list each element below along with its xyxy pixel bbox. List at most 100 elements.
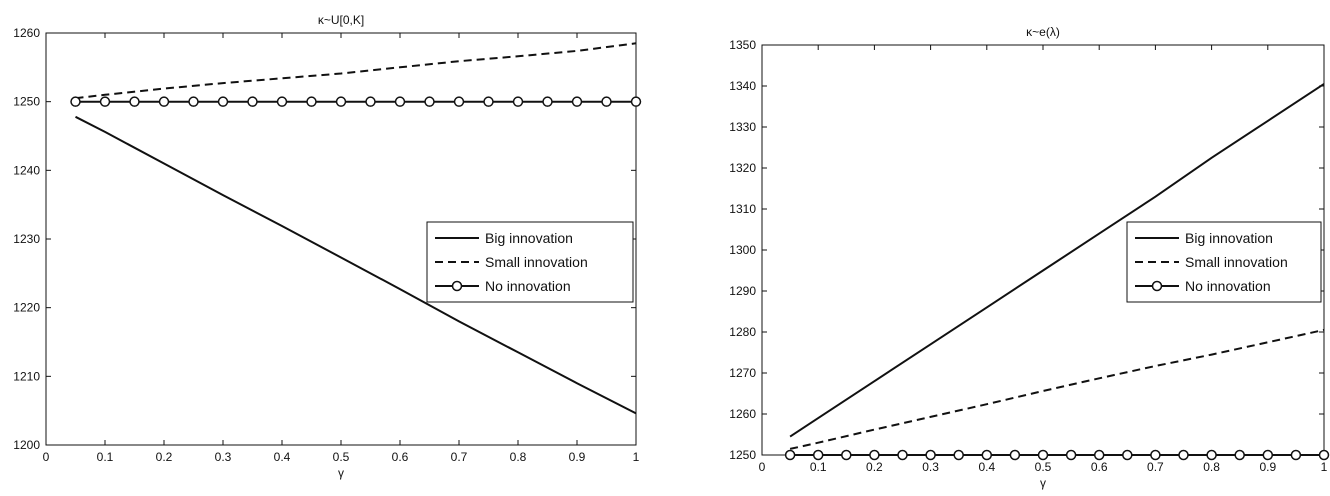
data-point bbox=[365, 96, 376, 107]
data-point bbox=[512, 96, 524, 107]
y-tick-label: 1250 bbox=[729, 448, 756, 462]
x-tick-label: 0.7 bbox=[451, 450, 468, 464]
legend-marker bbox=[1151, 280, 1163, 292]
x-tick-label: 0.5 bbox=[333, 450, 350, 464]
legend-marker bbox=[451, 280, 463, 292]
series-line-big-innovation bbox=[789, 83, 1325, 438]
series-line-small-innovation bbox=[75, 42, 637, 100]
data-point bbox=[453, 96, 465, 107]
legend-label: Big innovation bbox=[485, 230, 573, 246]
y-tick-label: 1200 bbox=[13, 438, 40, 452]
legend-label: Small innovation bbox=[485, 254, 588, 270]
data-point bbox=[129, 96, 140, 107]
y-tick-label: 1230 bbox=[13, 232, 40, 246]
series-line-small-innovation bbox=[789, 328, 1325, 450]
data-point bbox=[953, 449, 964, 461]
data-point bbox=[812, 449, 824, 461]
chart-1: κ~U[0,K] 0 0.1 0.2 0.3 0.4 0.5 0.6 0.7 0.8 0.9 1 120… bbox=[13, 13, 642, 480]
data-point bbox=[424, 96, 435, 107]
data-point bbox=[1122, 449, 1133, 461]
y-tick-label: 1330 bbox=[729, 120, 756, 134]
x-tick-label: 1 bbox=[633, 450, 640, 464]
y-tick-label: 1270 bbox=[729, 366, 756, 380]
y-tick-label: 1320 bbox=[729, 161, 756, 175]
data-point bbox=[483, 96, 494, 107]
x-tick-label: 0.9 bbox=[569, 450, 586, 464]
data-point bbox=[1150, 449, 1161, 461]
data-point bbox=[217, 96, 229, 107]
data-point bbox=[1234, 449, 1245, 461]
x-tick-label: 0.6 bbox=[392, 450, 409, 464]
legend-label: Small innovation bbox=[1185, 254, 1288, 270]
y-tick-label: 1280 bbox=[729, 325, 756, 339]
data-point bbox=[1037, 449, 1049, 461]
data-point bbox=[306, 96, 317, 107]
data-point bbox=[247, 96, 258, 107]
x-tick-label: 0.4 bbox=[978, 460, 995, 474]
data-point bbox=[1178, 449, 1189, 461]
data-point bbox=[1290, 449, 1302, 461]
y-tick-label: 1260 bbox=[13, 26, 40, 40]
data-point bbox=[70, 96, 81, 107]
x-axis-label: γ bbox=[1040, 476, 1046, 490]
legend-label: No innovation bbox=[1185, 278, 1271, 294]
legend-label: Big innovation bbox=[1185, 230, 1273, 246]
data-point bbox=[1206, 449, 1217, 461]
y-tick-label: 1220 bbox=[13, 301, 40, 315]
x-tick-label: 0 bbox=[43, 450, 50, 464]
x-tick-label: 0.3 bbox=[215, 450, 232, 464]
y-tick-label: 1310 bbox=[729, 202, 756, 216]
y-tick-label: 1260 bbox=[729, 407, 756, 421]
x-tick-label: 0.8 bbox=[1203, 460, 1220, 474]
legend-label: No innovation bbox=[485, 278, 571, 294]
x-tick-label: 0.5 bbox=[1035, 460, 1052, 474]
y-tick-label: 1350 bbox=[729, 38, 756, 52]
x-tick-label: 0.8 bbox=[510, 450, 527, 464]
y-tick-label: 1210 bbox=[13, 369, 40, 383]
legend: Big innovation Small innovation No innovat… bbox=[426, 221, 634, 303]
x-tick-label: 1 bbox=[1321, 460, 1328, 474]
x-tick-label: 0.9 bbox=[1259, 460, 1276, 474]
data-point bbox=[1262, 449, 1274, 461]
data-point bbox=[158, 96, 170, 107]
data-point bbox=[1009, 449, 1021, 461]
data-point bbox=[981, 449, 993, 461]
x-tick-label: 0.4 bbox=[274, 450, 291, 464]
chart-2: κ~e(λ) 0 0.1 0.2 0.3 0.4 0.5 0.6 0.7 0.8 0.9 1 1250 1… bbox=[729, 25, 1330, 490]
series-line-big-innovation bbox=[75, 115, 637, 415]
x-tick-label: 0 bbox=[759, 460, 766, 474]
x-tick-label: 0.1 bbox=[97, 450, 114, 464]
y-tick-label: 1290 bbox=[729, 284, 756, 298]
y-tick-label: 1240 bbox=[13, 163, 40, 177]
data-point bbox=[925, 449, 936, 461]
data-point bbox=[869, 449, 880, 461]
x-tick-label: 0.7 bbox=[1147, 460, 1164, 474]
data-point bbox=[394, 96, 406, 107]
x-tick-label: 0.6 bbox=[1091, 460, 1108, 474]
data-point bbox=[571, 96, 583, 107]
y-tick-label: 1340 bbox=[729, 79, 756, 93]
data-point bbox=[601, 96, 612, 107]
x-axis-label: γ bbox=[338, 466, 344, 480]
chart-title: κ~U[0,K] bbox=[318, 13, 364, 27]
data-point bbox=[1093, 449, 1105, 461]
data-point bbox=[1318, 449, 1330, 461]
data-point bbox=[276, 96, 288, 107]
chart-title: κ~e(λ) bbox=[1026, 25, 1060, 39]
data-point bbox=[841, 449, 852, 461]
x-tick-label: 0.3 bbox=[922, 460, 939, 474]
y-tick-label: 1250 bbox=[13, 95, 40, 109]
data-point bbox=[188, 96, 199, 107]
data-point bbox=[630, 96, 642, 107]
y-tick-label: 1300 bbox=[729, 243, 756, 257]
x-tick-label: 0.1 bbox=[810, 460, 827, 474]
data-point bbox=[335, 96, 347, 107]
data-point bbox=[542, 96, 553, 107]
x-tick-label: 0.2 bbox=[866, 460, 883, 474]
legend: Big innovation Small innovation No innovat… bbox=[1126, 221, 1322, 303]
data-point bbox=[99, 96, 111, 107]
data-point bbox=[897, 449, 908, 461]
data-point bbox=[1065, 449, 1077, 461]
x-tick-label: 0.2 bbox=[156, 450, 173, 464]
